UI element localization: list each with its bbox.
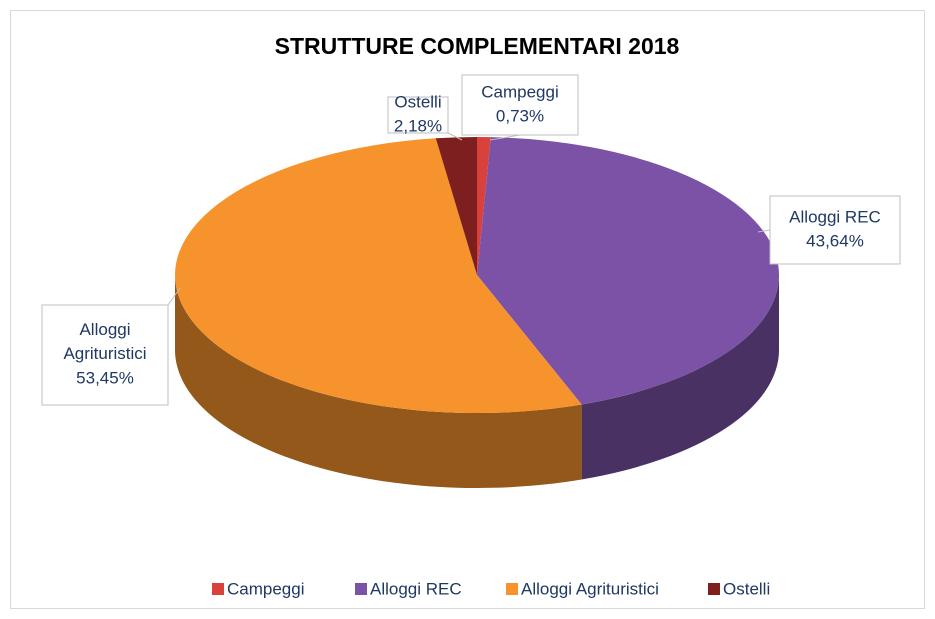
chart-title: STRUTTURE COMPLEMENTARI 2018 [275, 33, 680, 59]
legend-swatch [708, 583, 720, 595]
leader-line [167, 287, 181, 306]
legend-label: Alloggi REC [370, 579, 462, 598]
legend-label: Ostelli [723, 579, 770, 598]
data-label-name: Alloggi Agrituristici [63, 320, 146, 363]
label-box [387, 96, 449, 134]
slice [435, 137, 477, 275]
label-box [769, 195, 901, 265]
legend-swatch [355, 583, 367, 595]
data-label-name: Campeggi [481, 82, 559, 101]
leader-line [489, 134, 521, 141]
legend-swatch [506, 583, 518, 595]
slice-side [581, 275, 779, 480]
data-label-name: Ostelli [394, 92, 441, 111]
legend-label: Campeggi [227, 579, 305, 598]
legend-swatch [212, 583, 224, 595]
label-box [41, 304, 169, 406]
leader-line [447, 132, 463, 141]
data-label-value: 0,73% [496, 106, 544, 125]
slice [477, 137, 491, 275]
slice-side [175, 275, 582, 488]
data-label-value: 43,64% [806, 231, 864, 250]
legend-label: Alloggi Agrituristici [521, 579, 659, 598]
slice [477, 137, 779, 405]
label-box [461, 74, 579, 136]
data-label-name: Alloggi REC [789, 207, 881, 226]
data-label-value: 2,18% [394, 116, 442, 135]
slice [174, 138, 582, 414]
data-label-value: 53,45% [76, 368, 134, 387]
leader-line [757, 229, 771, 233]
